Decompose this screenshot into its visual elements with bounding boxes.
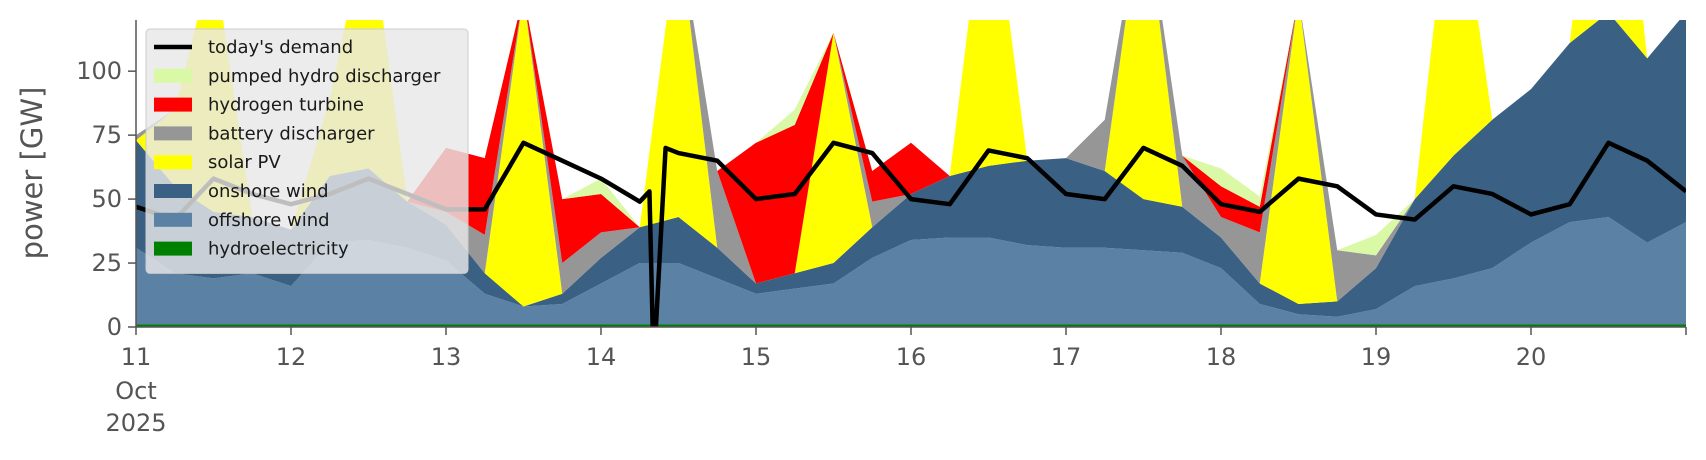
x-tick-label: 15 [741, 343, 772, 371]
x-tick-label: 13 [431, 343, 462, 371]
legend: today's demand pumped hydro discharger hyd… [145, 28, 469, 274]
x-tick-label: 11 [121, 343, 152, 371]
area-solar-pv [136, 20, 1680, 307]
area-offshore-wind [136, 216, 1686, 325]
legend-swatch-solar-pv [154, 155, 192, 170]
x-tick-label: 19 [1361, 343, 1392, 371]
area-hydrogen-turbine [136, 20, 1680, 284]
x-tick-sublabel: Oct [115, 377, 157, 405]
legend-box [145, 28, 469, 274]
y-tick-label: 50 [91, 185, 122, 213]
legend-label-hydrogen-turbine: hydrogen turbine [208, 95, 364, 116]
y-tick-label: 75 [91, 121, 122, 149]
x-tick-sublabel: 2025 [105, 409, 166, 437]
legend-label-offshore-wind: offshore wind [208, 210, 330, 231]
legend-swatch-offshore-wind [154, 212, 192, 227]
legend-swatch-hydrogen-turbine [154, 97, 192, 112]
legend-label-hydroelectricity: hydroelectricity [208, 239, 349, 260]
axes: 0 25 50 75 100 11 Oct 2025 12 13 14 15 16 17 18 19 20 [76, 20, 1687, 437]
y-tick-label: 0 [107, 313, 122, 341]
legend-label-battery-discharger: battery discharger [208, 123, 375, 144]
legend-label-today-s-demand: today's demand [208, 37, 353, 58]
legend-label-pumped-hydro-discharger: pumped hydro discharger [208, 66, 441, 87]
x-tick-label: 16 [896, 343, 927, 371]
legend-swatch-pumped-hydro-discharger [154, 68, 192, 83]
x-tick-label: 14 [586, 343, 617, 371]
legend-swatch-hydroelectricity [154, 241, 192, 256]
y-tick-label: 25 [91, 249, 122, 277]
y-tick-label: 100 [76, 57, 122, 85]
legend-swatch-onshore-wind [154, 184, 192, 198]
x-tick-label: 17 [1051, 343, 1082, 371]
x-tick-label: 12 [276, 343, 307, 371]
legend-swatch-battery-discharger [154, 126, 192, 141]
x-tick-label: 18 [1206, 343, 1237, 371]
legend-label-onshore-wind: onshore wind [208, 181, 329, 202]
y-axis-label: power [GW] [15, 87, 49, 260]
legend-label-solar-pv: solar PV [208, 152, 281, 173]
x-tick-label: 20 [1516, 343, 1547, 371]
